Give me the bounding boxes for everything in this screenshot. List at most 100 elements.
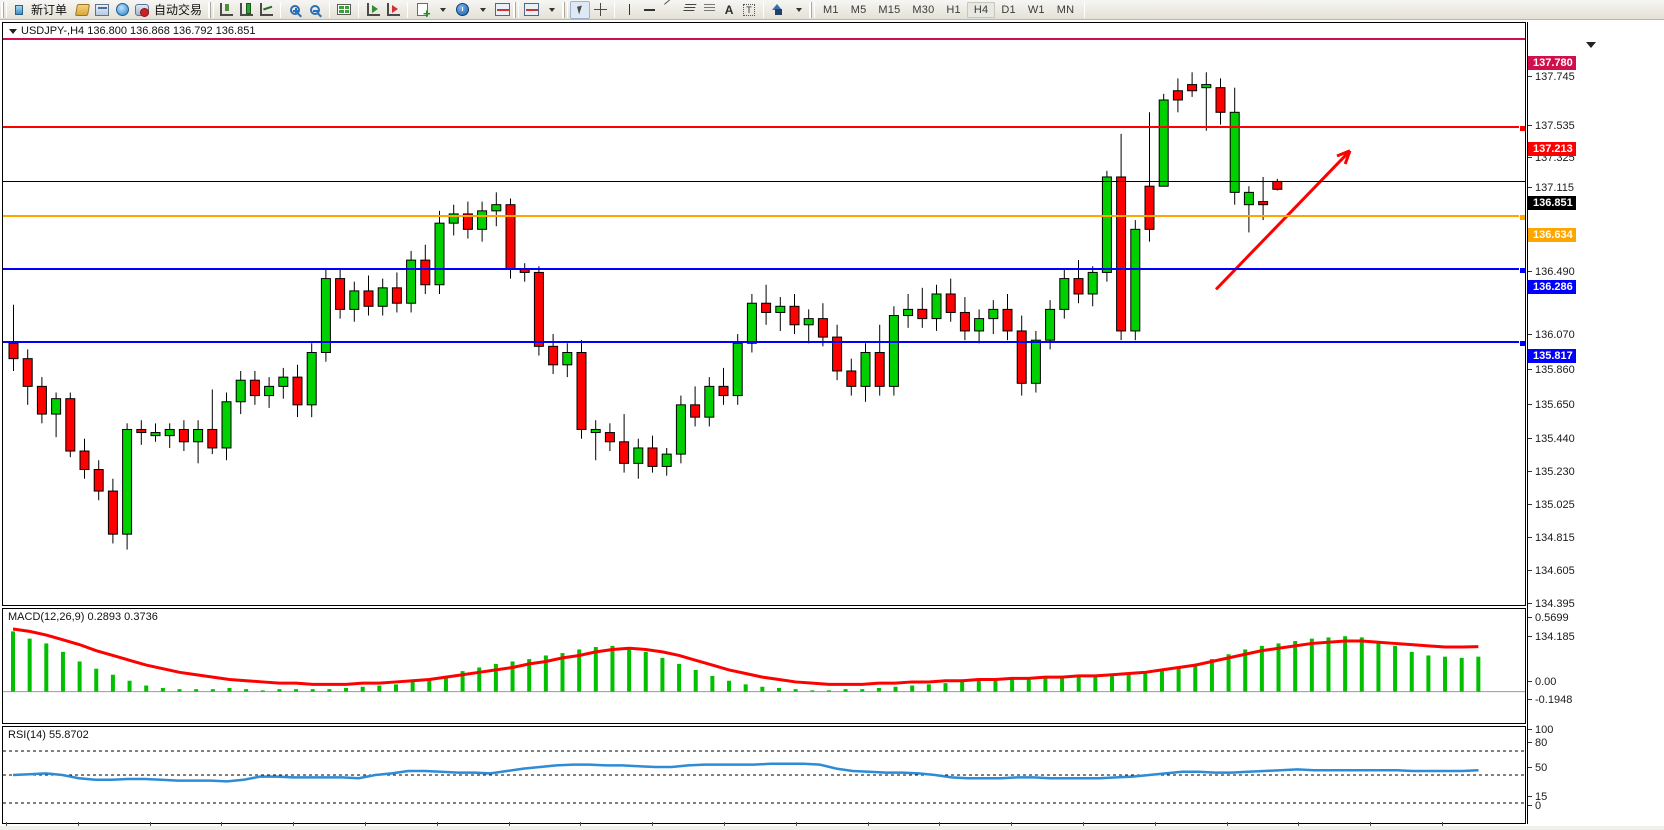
line-anchor-handle[interactable] — [1519, 213, 1525, 221]
toolbar-grip-5[interactable] — [809, 1, 816, 18]
timeframe-w1[interactable]: W1 — [1027, 3, 1045, 16]
candlestick — [448, 213, 459, 224]
price-axis-tick: 137.115 — [1528, 182, 1574, 194]
zoom-in-icon[interactable] — [285, 1, 305, 19]
timeframe-h1[interactable]: H1 — [946, 3, 961, 16]
period-clock-icon[interactable] — [452, 1, 472, 19]
candlestick — [619, 441, 630, 464]
horizontal-line-136286[interactable] — [3, 267, 1525, 275]
horizontal-line-icon[interactable] — [639, 1, 659, 19]
chart-menu-chevron-down-icon[interactable] — [9, 28, 17, 34]
shift-chart-right-icon[interactable] — [383, 1, 403, 19]
chart-collapse-chevron-down-icon[interactable] — [1586, 42, 1596, 48]
price-axis-tick-value: 136.070 — [1535, 329, 1575, 341]
candlestick — [107, 490, 118, 535]
time-axis-tick — [580, 822, 582, 826]
candlestick — [1130, 228, 1141, 332]
price-label-136634[interactable]: 136.634 — [1528, 228, 1576, 242]
shift-chart-left-icon[interactable] — [363, 1, 383, 19]
toolbar-grip-3[interactable] — [513, 1, 520, 18]
timeframe-m30[interactable]: M30 — [912, 3, 935, 16]
shapes-dropdown-chevron-down-icon[interactable] — [788, 1, 808, 19]
expert-advisor-icon[interactable] — [72, 1, 92, 19]
zoom-out-icon[interactable] — [305, 1, 325, 19]
time-axis-tick — [77, 822, 79, 826]
cursor-icon[interactable] — [570, 0, 591, 19]
indicator-window-icon[interactable] — [492, 1, 512, 19]
chart-template-icon[interactable] — [521, 1, 541, 19]
toolbar-separator-7 — [1084, 1, 1086, 18]
fibonacci-fan-icon[interactable] — [699, 1, 719, 19]
price-label-137780[interactable]: 137.780 — [1528, 56, 1576, 70]
timeframe-m15[interactable]: M15 — [878, 3, 901, 16]
fibonacci-icon[interactable] — [679, 1, 699, 19]
text-label-icon[interactable]: T — [739, 1, 759, 19]
candlestick — [817, 318, 828, 338]
bar-chart-icon[interactable] — [216, 1, 236, 19]
candlestick — [391, 287, 402, 304]
time-axis-tick — [724, 822, 725, 826]
toolbar-grip-2[interactable] — [208, 1, 215, 18]
candlestick — [789, 305, 800, 326]
horizontal-line-135817[interactable] — [3, 339, 1525, 347]
period-dropdown-chevron-down-icon[interactable] — [472, 1, 492, 19]
timeframe-m1[interactable]: M1 — [823, 3, 839, 16]
new-chart-dropdown-chevron-down-icon[interactable] — [432, 1, 452, 19]
toolbar-separator-3 — [358, 1, 360, 18]
trend-arrow-annotation[interactable] — [1214, 149, 1352, 291]
timeframe-d1[interactable]: D1 — [1001, 3, 1016, 16]
candlestick — [888, 315, 899, 387]
time-axis-tick — [365, 822, 366, 826]
price-label-135817[interactable]: 135.817 — [1528, 349, 1576, 363]
candlestick — [1215, 87, 1226, 113]
horizontal-line-137213[interactable] — [3, 124, 1525, 132]
time-axis-tick — [1442, 822, 1443, 826]
vertical-line-icon[interactable] — [619, 1, 639, 19]
crosshair-icon[interactable] — [590, 1, 610, 19]
signals-icon[interactable] — [112, 1, 132, 19]
candlestick — [917, 308, 928, 320]
toolbar-separator — [280, 1, 282, 18]
price-axis-tick: 136.490 — [1528, 266, 1575, 278]
tile-windows-icon[interactable] — [334, 1, 354, 19]
timeframe-h4[interactable]: H4 — [966, 1, 996, 18]
rsi-pane[interactable]: RSI(14) 55.8702 — [2, 726, 1526, 824]
auto-trading-label[interactable]: 自动交易 — [154, 3, 203, 17]
time-axis-tick — [1298, 822, 1300, 826]
price-label-current[interactable]: 136.851 — [1528, 196, 1576, 210]
price-pane[interactable]: USDJPY-,H4 136.800 136.868 136.792 136.8… — [2, 22, 1526, 606]
time-axis-tick — [293, 822, 295, 826]
price-axis[interactable]: 137.745137.535137.325137.115136.905136.7… — [1527, 22, 1664, 824]
time-axis-tick — [1370, 822, 1372, 826]
horizontal-line-136634[interactable] — [3, 213, 1525, 221]
new-chart-icon[interactable] — [412, 1, 432, 19]
new-order-icon[interactable] — [9, 1, 29, 19]
price-label-136286[interactable]: 136.286 — [1528, 280, 1576, 294]
candlestick — [874, 351, 885, 387]
market-icon[interactable] — [132, 1, 152, 19]
candlestick — [1073, 278, 1084, 295]
shapes-icon[interactable] — [768, 1, 788, 19]
line-anchor-handle[interactable] — [1519, 124, 1525, 132]
line-chart-icon[interactable] — [256, 1, 276, 19]
line-anchor-handle[interactable] — [1519, 267, 1525, 275]
new-order-label[interactable]: 新订单 — [31, 3, 68, 17]
macd-pane[interactable]: MACD(12,26,9) 0.2893 0.3736 — [2, 608, 1526, 724]
price-label-137213[interactable]: 137.213 — [1528, 142, 1576, 156]
candlestick — [363, 290, 374, 307]
text-tool-icon[interactable]: A — [724, 2, 734, 17]
horizontal-line-136851[interactable] — [3, 181, 1525, 183]
candlestick — [661, 453, 672, 467]
timeframe-m5[interactable]: M5 — [850, 3, 867, 16]
timeframe-mn[interactable]: MN — [1056, 3, 1075, 16]
terminal-icon[interactable] — [92, 1, 112, 19]
candlestick — [406, 259, 417, 304]
trendline-icon[interactable] — [659, 1, 679, 19]
toolbar-grip-4[interactable] — [562, 1, 569, 18]
price-axis-tick-value: 134.185 — [1535, 631, 1575, 643]
candlestick-chart-icon[interactable] — [236, 1, 256, 19]
toolbar-grip[interactable] — [1, 1, 7, 18]
template-dropdown-chevron-down-icon[interactable] — [541, 1, 561, 19]
horizontal-line-137780[interactable] — [3, 38, 1525, 41]
line-anchor-handle[interactable] — [1519, 339, 1525, 347]
